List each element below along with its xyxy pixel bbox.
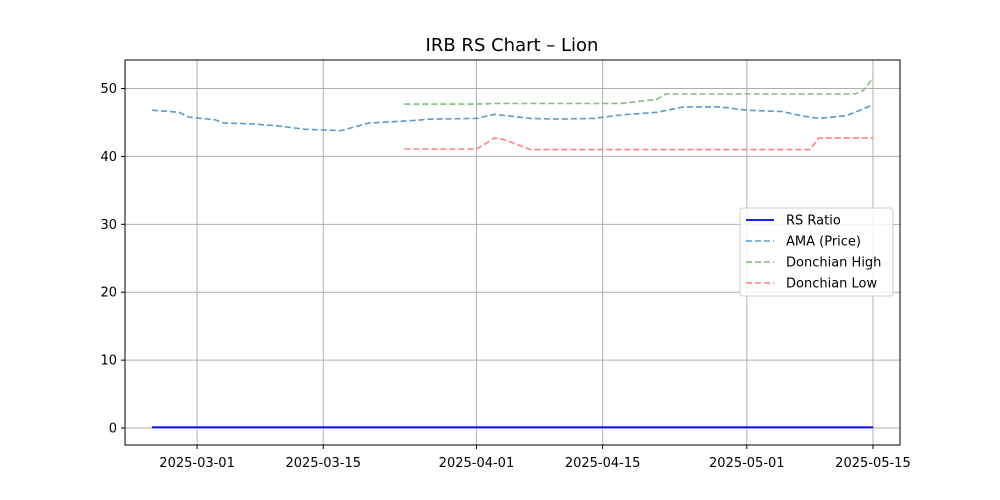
legend-label: RS Ratio bbox=[786, 214, 841, 229]
y-tick-label: 50 bbox=[100, 82, 117, 97]
x-tick-label: 2025-05-01 bbox=[709, 456, 785, 471]
x-tick-label: 2025-04-15 bbox=[565, 456, 641, 471]
legend-box bbox=[739, 207, 894, 297]
series-line-ama-price bbox=[151, 104, 874, 132]
y-tick-label: 40 bbox=[100, 150, 117, 165]
series-layer bbox=[151, 77, 874, 429]
plot-area-frame bbox=[124, 59, 901, 446]
x-tick-label: 2025-05-15 bbox=[835, 456, 911, 471]
chart-title: IRB RS Chart – Lion bbox=[426, 35, 599, 56]
y-tick-label: 10 bbox=[100, 354, 117, 369]
x-tick-label: 2025-03-15 bbox=[285, 456, 361, 471]
series-line-donchian-low bbox=[404, 137, 873, 151]
x-tick-label: 2025-03-01 bbox=[159, 456, 235, 471]
x-tick-label: 2025-04-01 bbox=[439, 456, 515, 471]
y-tick-label: 0 bbox=[109, 422, 117, 437]
legend: RS Ratio AMA (Price) Donchian High Donchian… bbox=[739, 207, 894, 297]
legend-label: Donchian High bbox=[786, 256, 881, 271]
y-tick-label: 20 bbox=[100, 286, 117, 301]
axis-ticks: 2025-03-01 2025-03-15 2025-04-01 2025-04-15… bbox=[100, 82, 910, 471]
legend-label: Donchian Low bbox=[786, 277, 878, 292]
series-line-donchian-high bbox=[404, 77, 874, 105]
legend-label: AMA (Price) bbox=[786, 235, 861, 250]
y-tick-label: 30 bbox=[100, 218, 117, 233]
